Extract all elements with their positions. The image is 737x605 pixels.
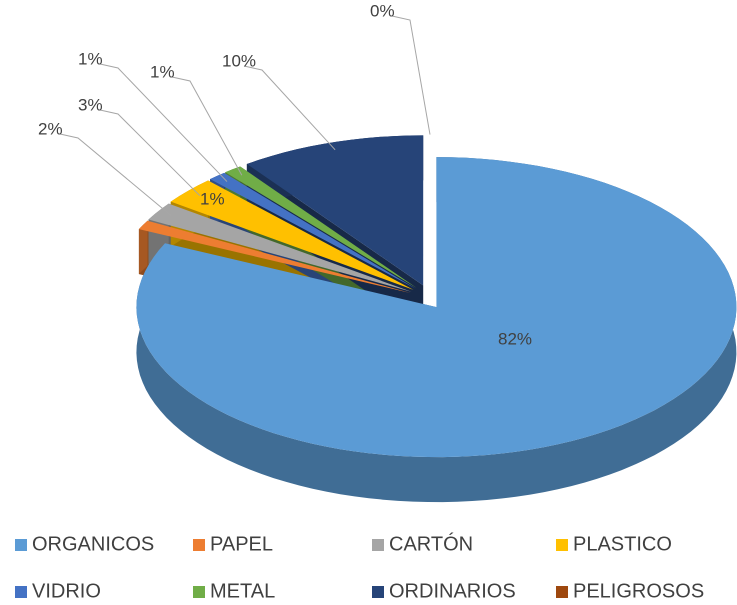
slice bbox=[246, 135, 424, 286]
data-label: 2% bbox=[38, 119, 63, 138]
legend-swatch bbox=[372, 539, 384, 551]
slice bbox=[225, 166, 417, 288]
legend-swatch bbox=[556, 539, 568, 551]
legend-label: VIDRIO bbox=[32, 580, 101, 602]
legend-label: PLASTICO bbox=[573, 533, 672, 555]
data-label: 1% bbox=[78, 49, 103, 68]
data-label: 3% bbox=[78, 95, 103, 114]
legend-swatch bbox=[193, 539, 205, 551]
legend-label: PELIGROSOS bbox=[573, 580, 704, 602]
legend-swatch bbox=[193, 586, 205, 598]
leader-line bbox=[99, 63, 228, 182]
slice bbox=[170, 180, 414, 290]
data-label: 0% bbox=[370, 1, 395, 20]
slice bbox=[148, 203, 412, 292]
slice bbox=[210, 172, 416, 289]
data-label: 10% bbox=[222, 51, 256, 70]
leader-line bbox=[391, 15, 431, 135]
data-label: 1% bbox=[200, 189, 225, 208]
legend-swatch bbox=[15, 586, 27, 598]
leader-line bbox=[99, 109, 201, 196]
leader-line bbox=[59, 133, 172, 216]
legend-swatch bbox=[15, 539, 27, 551]
legend-label: PAPEL bbox=[210, 533, 273, 555]
slice bbox=[138, 220, 411, 294]
legend-swatch bbox=[556, 586, 568, 598]
data-label: 1% bbox=[150, 62, 175, 81]
legend-label: METAL bbox=[210, 580, 275, 602]
slice bbox=[136, 157, 737, 458]
legend-label: CARTÓN bbox=[389, 532, 473, 555]
legend-label: ORDINARIOS bbox=[389, 580, 516, 602]
legend-swatch bbox=[372, 586, 384, 598]
leader-line bbox=[243, 65, 336, 151]
legend-label: ORGANICOS bbox=[32, 533, 154, 555]
pie-tops bbox=[136, 135, 737, 458]
leader-line bbox=[171, 76, 243, 176]
slice-side bbox=[138, 220, 148, 275]
data-label: 82% bbox=[498, 329, 532, 348]
